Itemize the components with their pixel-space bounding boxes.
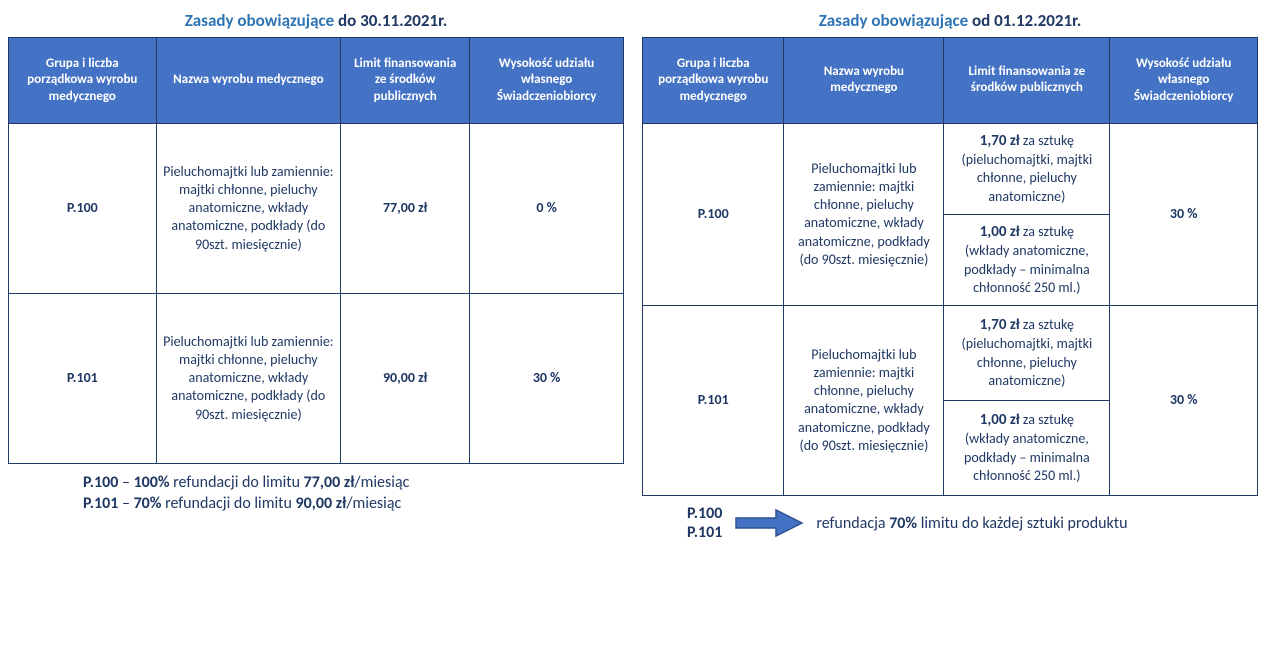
cell-share: 0 % [470, 123, 624, 293]
txt: refundacja [816, 514, 889, 533]
code: P.100 [83, 473, 118, 492]
pct: 70% [889, 514, 917, 533]
cell-limit-b: 1,00 zł za sztukę (wkłady anatomiczne, p… [944, 400, 1110, 495]
cell-limit-a: 1,70 zł za sztukę (pieluchomajtki, majtk… [944, 123, 1110, 214]
cell-limit-a: 1,70 zł za sztukę (pieluchomajtki, majtk… [944, 305, 1110, 400]
cell-code: P.100 [643, 123, 784, 305]
limit-detail: (wkłady anatomiczne, podkłady – minimaln… [964, 430, 1090, 483]
cell-code: P.101 [643, 305, 784, 495]
sep: – [118, 473, 133, 492]
title-prefix: Zasady obowiązujące [185, 10, 338, 31]
cell-share: 30 % [470, 293, 624, 463]
title-suffix: do 30.11.2021r. [338, 10, 447, 31]
cell-desc: Pieluchomajtki lub zamiennie: majtki chł… [784, 123, 944, 305]
amount: 90,00 zł [296, 494, 347, 513]
panel-before: Zasady obowiązujące do 30.11.2021r. Grup… [8, 10, 624, 542]
footer-line: P.101 – 70% refundacji do limitu 90,00 z… [83, 493, 624, 515]
limit-bold: 1,00 zł [980, 223, 1020, 241]
panel-after-title: Zasady obowiązujące od 01.12.2021r. [642, 10, 1258, 31]
cell-share: 30 % [1110, 123, 1258, 305]
code: P.101 [687, 523, 722, 542]
comparison-container: Zasady obowiązujące do 30.11.2021r. Grup… [8, 10, 1258, 542]
unit: /miesiąc [354, 473, 409, 492]
cell-desc: Pieluchomajtki lub zamiennie: majtki chł… [156, 293, 341, 463]
cell-desc: Pieluchomajtki lub zamiennie: majtki chł… [784, 305, 944, 495]
footer-codes: P.100 P.101 [687, 504, 722, 542]
title-prefix: Zasady obowiązujące [819, 10, 972, 31]
col-header: Nazwa wyrobu medycznego [784, 38, 944, 124]
cell-limit: 90,00 zł [341, 293, 470, 463]
title-suffix: od 01.12.2021r. [972, 10, 1081, 31]
footer-before: P.100 – 100% refundacji do limitu 77,00 … [8, 472, 624, 515]
table-before: Grupa i liczba porządkowa wyrobu medyczn… [8, 37, 624, 464]
sep: – [118, 494, 133, 513]
table-row: P.100 Pieluchomajtki lub zamiennie: majt… [643, 123, 1258, 214]
cell-desc: Pieluchomajtki lub zamiennie: majtki chł… [156, 123, 341, 293]
col-header: Wysokość udziału własnego Świadczeniobio… [1110, 38, 1258, 124]
panel-before-title: Zasady obowiązujące do 30.11.2021r. [8, 10, 624, 31]
amount: 77,00 zł [304, 473, 355, 492]
limit-unit: za sztukę [1020, 411, 1074, 428]
limit-bold: 1,70 zł [980, 132, 1020, 150]
col-header: Limit finansowania ze środków publicznyc… [944, 38, 1110, 124]
col-header: Limit finansowania ze środków publicznyc… [341, 38, 470, 124]
limit-unit: za sztukę [1020, 132, 1074, 149]
unit: /miesiąc [346, 494, 401, 513]
limit-detail: (pieluchomajtki, majtki chłonne, pieluch… [962, 335, 1093, 388]
col-header: Wysokość udziału własnego Świadczeniobio… [470, 38, 624, 124]
txt: refundacji do limitu [161, 494, 295, 513]
col-header: Grupa i liczba porządkowa wyrobu medyczn… [643, 38, 784, 124]
footer-text: refundacja 70% limitu do każdej sztuki p… [816, 514, 1127, 533]
cell-limit-b: 1,00 zł za sztukę (wkłady anatomiczne, p… [944, 214, 1110, 305]
table-row: P.101 Pieluchomajtki lub zamiennie: majt… [643, 305, 1258, 400]
pct: 100% [134, 473, 170, 492]
cell-code: P.101 [9, 293, 157, 463]
cell-share: 30 % [1110, 305, 1258, 495]
table-row: P.100 Pieluchomajtki lub zamiennie: majt… [9, 123, 624, 293]
limit-unit: za sztukę [1020, 316, 1074, 333]
limit-detail: (pieluchomajtki, majtki chłonne, pieluch… [962, 151, 1093, 204]
limit-detail: (wkłady anatomiczne, podkłady – minimaln… [964, 242, 1090, 295]
arrow-right-icon [734, 508, 804, 538]
cell-code: P.100 [9, 123, 157, 293]
col-header: Nazwa wyrobu medycznego [156, 38, 341, 124]
table-header-row: Grupa i liczba porządkowa wyrobu medyczn… [9, 38, 624, 124]
footer-line: P.100 – 100% refundacji do limitu 77,00 … [83, 472, 624, 494]
table-header-row: Grupa i liczba porządkowa wyrobu medyczn… [643, 38, 1258, 124]
footer-after: P.100 P.101 refundacja 70% limitu do każ… [642, 504, 1258, 542]
table-after: Grupa i liczba porządkowa wyrobu medyczn… [642, 37, 1258, 496]
cell-limit: 77,00 zł [341, 123, 470, 293]
panel-after: Zasady obowiązujące od 01.12.2021r. Grup… [642, 10, 1258, 542]
pct: 70% [134, 494, 162, 513]
limit-bold: 1,70 zł [980, 316, 1020, 334]
table-row: P.101 Pieluchomajtki lub zamiennie: majt… [9, 293, 624, 463]
txt: refundacji do limitu [170, 473, 304, 492]
txt: limitu do każdej sztuki produktu [917, 514, 1127, 533]
code: P.100 [687, 504, 722, 523]
limit-bold: 1,00 zł [980, 411, 1020, 429]
col-header: Grupa i liczba porządkowa wyrobu medyczn… [9, 38, 157, 124]
code: P.101 [83, 494, 118, 513]
limit-unit: za sztukę [1020, 223, 1074, 240]
